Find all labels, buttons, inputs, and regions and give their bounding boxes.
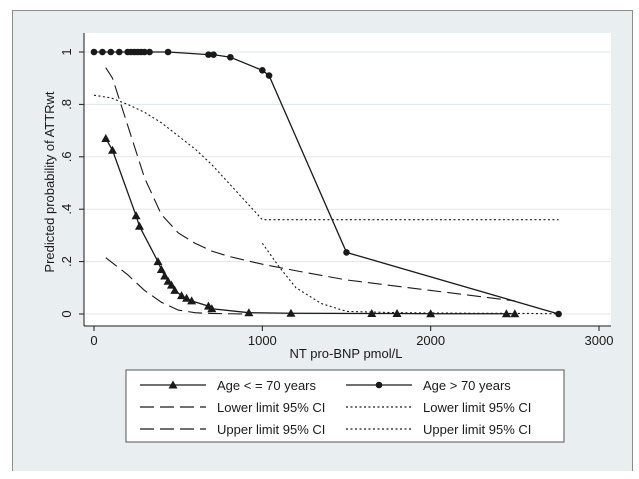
x-tick-label: 0 (90, 333, 97, 348)
x-tick-label: 1000 (248, 333, 277, 348)
series-1 (90, 48, 562, 318)
circle-marker (555, 310, 562, 318)
legend-label: Upper limit 95% CI (423, 422, 531, 437)
triangle-marker (286, 308, 296, 317)
legend-entry: Age < = 70 years (140, 378, 317, 393)
legend-entry: Lower limit 95% CI (140, 400, 325, 415)
triangle-marker (207, 304, 217, 313)
x-tick-label: 3000 (585, 333, 614, 348)
x-axis-title: NT pro-BNP pmol/L (290, 346, 403, 361)
y-tick-label: 0 (59, 310, 74, 317)
series-line (105, 257, 246, 315)
triangle-marker (134, 221, 144, 230)
triangle-marker (101, 133, 111, 142)
legend-entry: Lower limit 95% CI (346, 400, 531, 415)
circle-marker (90, 48, 98, 56)
circle-marker (99, 48, 106, 56)
circle-marker (259, 67, 266, 74)
circle-marker (375, 381, 383, 389)
y-tick-label: .4 (59, 204, 74, 215)
circle-marker (146, 48, 153, 56)
legend-entry: Upper limit 95% CI (346, 422, 531, 437)
triangle-marker (156, 264, 166, 273)
y-axis-title: Predicted probability of ATTRwt (42, 91, 57, 272)
triangle-marker (187, 296, 197, 305)
x-tick-label: 2000 (416, 333, 445, 348)
circle-marker (265, 72, 273, 79)
circle-marker (210, 51, 217, 58)
axes-layer: 0 .2 .4 .6 .8 1 0 1000 2000 3000 (59, 33, 613, 348)
circle-marker (227, 53, 234, 61)
legend-entry: Age > 70 years (346, 378, 511, 393)
series-line (261, 242, 559, 315)
circle-marker (107, 48, 115, 56)
circle-marker (343, 249, 350, 256)
circle-marker (164, 48, 172, 56)
y-tick-label: .8 (59, 99, 74, 110)
legend-label: Age > 70 years (423, 378, 511, 393)
triangle-marker (168, 380, 178, 389)
plot-area (84, 33, 611, 326)
triangle-marker (170, 285, 180, 294)
legend-label: Lower limit 95% CI (217, 400, 325, 415)
y-tick-label: .2 (59, 256, 74, 267)
circle-marker (205, 51, 212, 58)
circle-marker (141, 48, 148, 56)
circle-marker (115, 48, 123, 56)
series-2 (105, 257, 246, 315)
triangle-marker (426, 309, 436, 318)
series-0 (101, 133, 520, 318)
triangle-marker (177, 291, 187, 300)
series-layer (90, 48, 562, 318)
triangle-marker (108, 145, 118, 154)
y-tick-label: 1 (59, 48, 74, 55)
legend-items: Age < = 70 years Age > 70 years Lower limi… (140, 378, 531, 437)
triangle-marker (182, 293, 192, 302)
triangle-marker (367, 308, 377, 317)
triangle-marker (244, 308, 254, 317)
legend-label: Age < = 70 years (217, 378, 317, 393)
y-tick-label: .6 (59, 151, 74, 162)
triangle-marker (166, 280, 176, 289)
triangle-marker (160, 271, 170, 280)
legend-box (125, 369, 565, 443)
legend-label: Upper limit 95% CI (217, 422, 325, 437)
series-3 (261, 242, 559, 315)
legend: Age < = 70 years Age > 70 years Lower limi… (125, 369, 565, 443)
series-4 (105, 67, 515, 302)
triangle-marker (153, 257, 163, 266)
triangle-marker (131, 211, 141, 220)
series-line (105, 67, 515, 302)
legend-label: Lower limit 95% CI (423, 400, 531, 415)
legend-entry: Upper limit 95% CI (140, 422, 325, 437)
